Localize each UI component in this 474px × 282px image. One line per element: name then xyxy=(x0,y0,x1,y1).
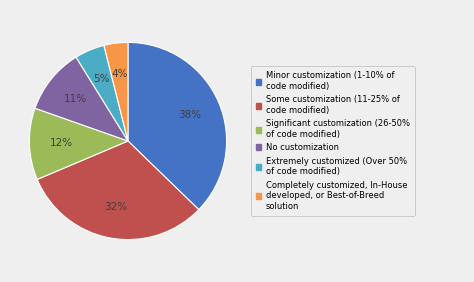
Wedge shape xyxy=(29,108,128,179)
Legend: Minor customization (1-10% of
code modified), Some customization (11-25% of
code: Minor customization (1-10% of code modif… xyxy=(251,66,415,216)
Text: 4%: 4% xyxy=(111,69,128,80)
Text: 12%: 12% xyxy=(49,138,73,148)
Wedge shape xyxy=(35,57,128,141)
Wedge shape xyxy=(104,42,128,141)
Wedge shape xyxy=(37,141,199,240)
Wedge shape xyxy=(128,42,227,210)
Text: 5%: 5% xyxy=(93,74,110,84)
Text: 38%: 38% xyxy=(178,110,201,120)
Wedge shape xyxy=(76,45,128,141)
Text: 32%: 32% xyxy=(104,202,127,212)
Text: 11%: 11% xyxy=(64,94,87,104)
